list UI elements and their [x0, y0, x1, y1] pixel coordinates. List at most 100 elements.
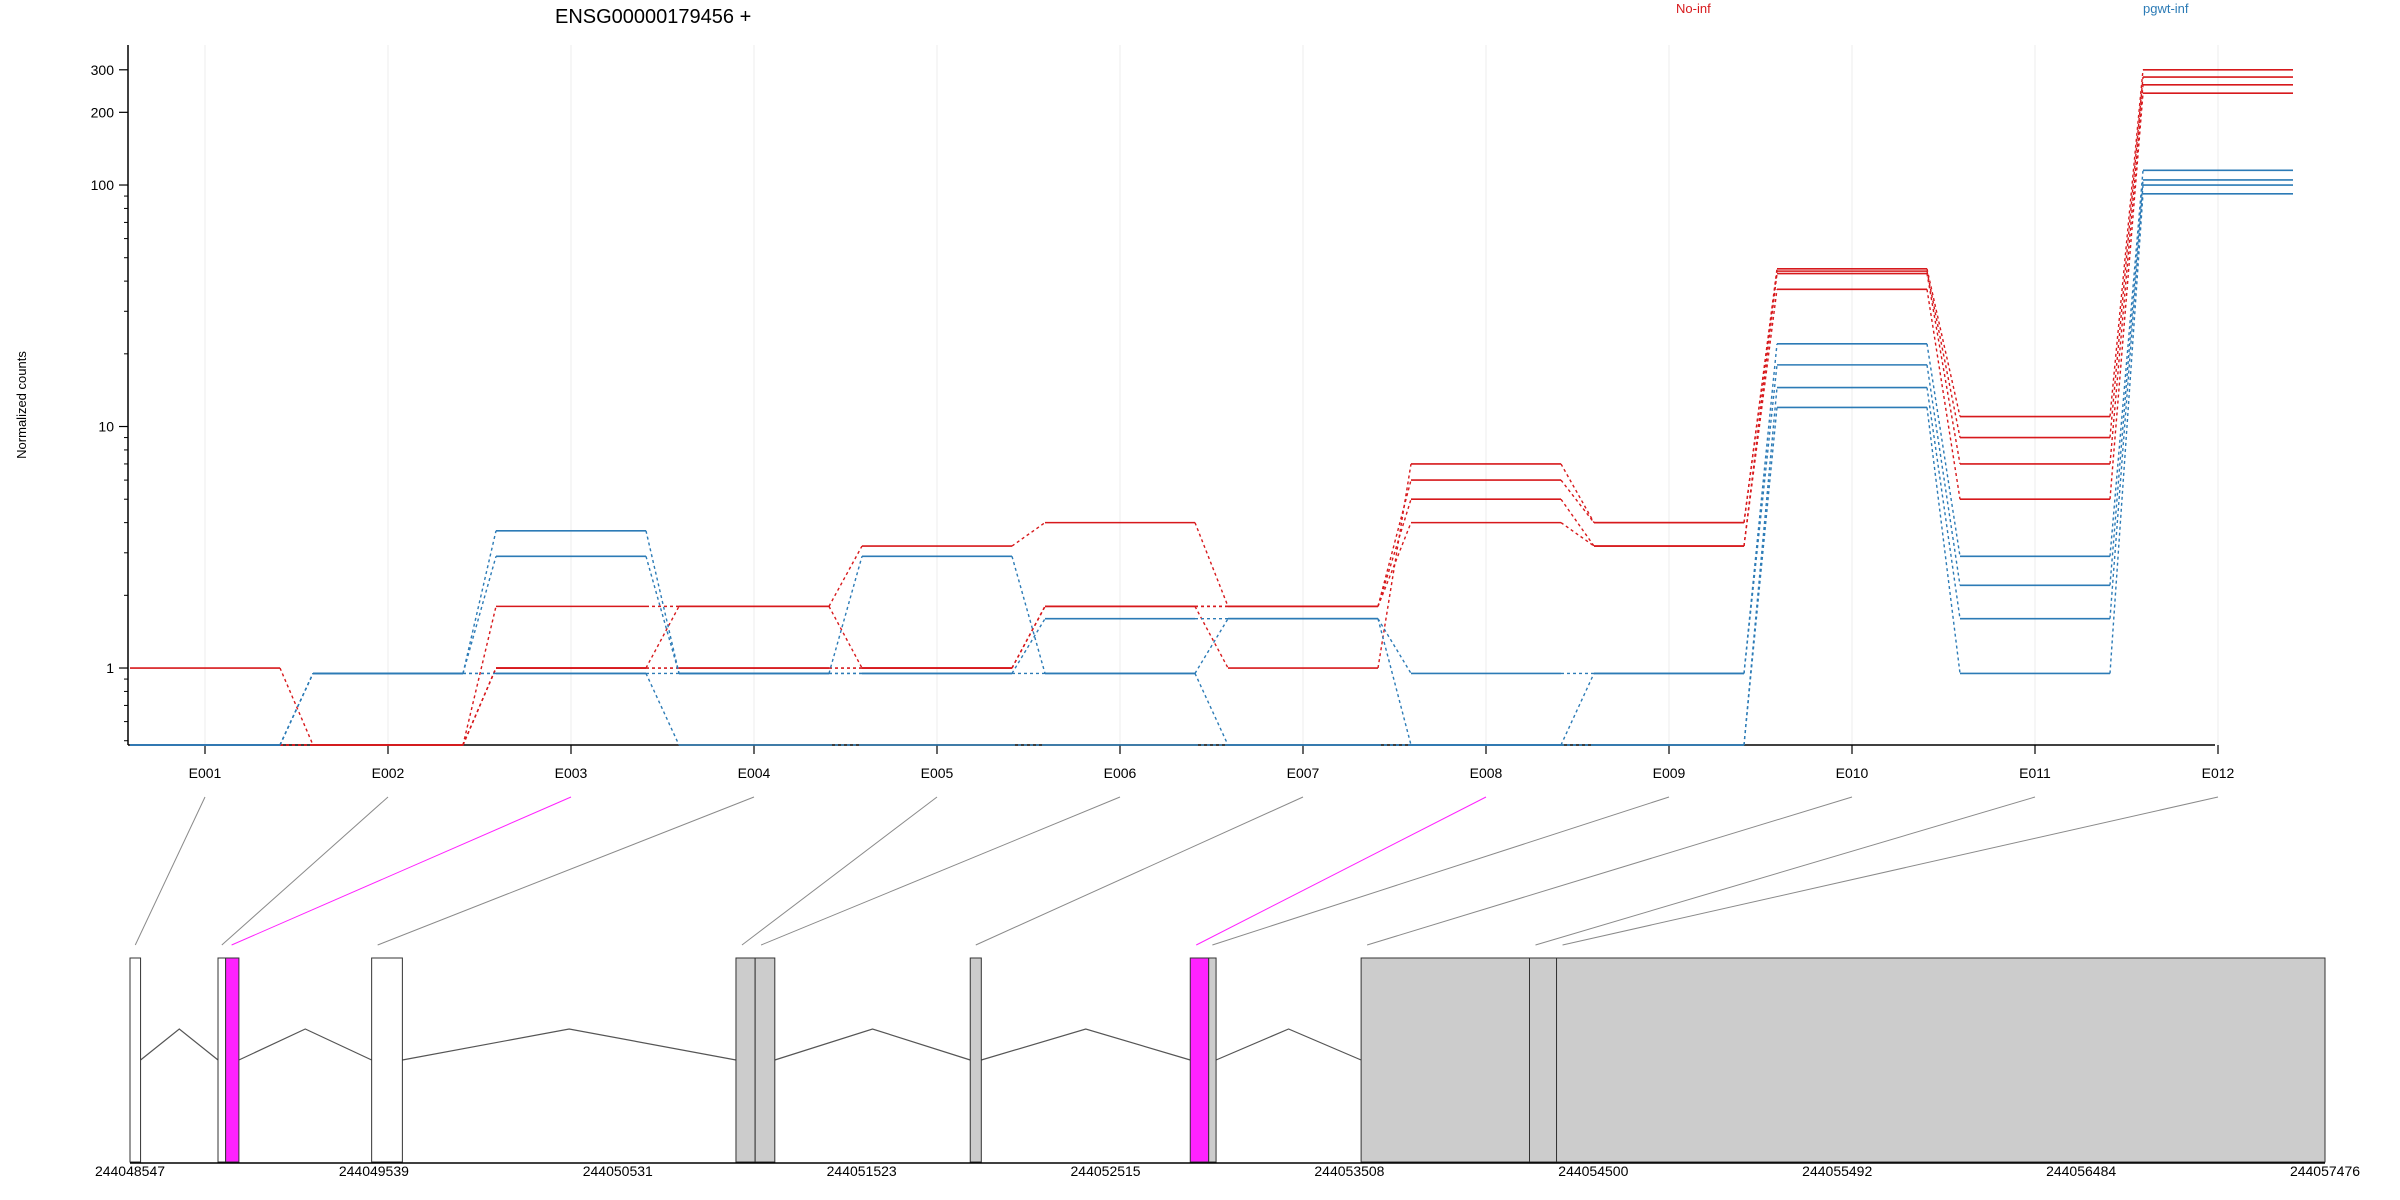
data-connector	[2109, 93, 2144, 500]
x-tick-label-e001: E001	[189, 765, 222, 781]
legend-label-pgwt-inf: pgwt-inf	[2143, 1, 2189, 16]
data-connector	[1377, 499, 1412, 607]
exon-connector-e005	[741, 796, 938, 946]
data-connector	[1377, 618, 1412, 746]
data-connector	[2109, 184, 2144, 619]
genomic-coordinate-label: 244049539	[339, 1163, 409, 1179]
x-tick-label-e003: E003	[555, 765, 588, 781]
data-connector	[1743, 407, 1778, 746]
y-tick-label: 200	[91, 104, 115, 120]
data-connector	[1560, 673, 1595, 746]
exon-connector-e007	[975, 796, 1304, 946]
x-tick-label-e009: E009	[1653, 765, 1686, 781]
exon-box-e007	[969, 957, 982, 1163]
gene-model: 244048547 244049539 244050531 244051523 2440…	[95, 796, 2360, 1179]
data-connector	[279, 673, 314, 746]
intron-line	[238, 1028, 372, 1061]
x-tick-label-e008: E008	[1470, 765, 1503, 781]
data-connector	[462, 667, 497, 746]
exon-box-e002	[217, 957, 227, 1163]
genomic-coordinate-label: 244056484	[2046, 1163, 2116, 1179]
exon-box-e005	[735, 957, 756, 1163]
exon-box-e011	[1529, 957, 1558, 1163]
genomic-coordinate-label: 244050531	[583, 1163, 653, 1179]
data-connector	[1194, 522, 1229, 607]
exon-box-e004	[371, 957, 403, 1163]
data-connector	[462, 530, 497, 674]
genomic-coordinate-label: 244055492	[1802, 1163, 1872, 1179]
data-connector	[1926, 387, 1961, 619]
x-tick-label-e010: E010	[1836, 765, 1869, 781]
x-tick-label-e012: E012	[2202, 765, 2235, 781]
data-connector	[1926, 273, 1961, 465]
intron-line	[1215, 1028, 1362, 1061]
genomic-coordinate-label: 244051523	[827, 1163, 897, 1179]
x-tick-label-e007: E007	[1287, 765, 1320, 781]
data-connector	[645, 530, 680, 674]
exon-connector-e003	[231, 796, 572, 946]
x-tick-label-e006: E006	[1104, 765, 1137, 781]
data-connector	[1743, 289, 1778, 547]
data-connector	[462, 606, 497, 746]
data-connector	[1926, 364, 1961, 586]
genomic-coordinate-label: 244057476	[2290, 1163, 2360, 1179]
series-line-pgwt-inf	[130, 184, 2293, 746]
data-connector	[1560, 463, 1595, 523]
data-connector	[1743, 271, 1778, 523]
data-connector	[2109, 193, 2144, 674]
intron-line	[981, 1028, 1191, 1061]
data-connector	[1743, 387, 1778, 746]
data-connector	[2109, 69, 2144, 417]
data-connector	[645, 556, 680, 674]
exon-connector-e002	[221, 796, 389, 946]
data-connector	[1560, 498, 1595, 547]
data-connector	[1377, 618, 1412, 674]
series-line-pgwt-inf	[130, 169, 2293, 746]
x-tick-label-e002: E002	[372, 765, 405, 781]
exon-connector-e009	[1212, 796, 1670, 946]
series-line-no-inf	[130, 68, 2293, 746]
exon-box-e008	[1189, 957, 1210, 1163]
data-connector	[1926, 268, 1961, 417]
data-connector	[1011, 522, 1046, 547]
data-connector	[1743, 273, 1778, 547]
exon-box-e006	[754, 957, 776, 1163]
data-connector	[828, 545, 863, 607]
y-tick-label: 1	[106, 660, 114, 676]
x-tick-label-e004: E004	[738, 765, 771, 781]
series-line-no-inf	[130, 92, 2293, 746]
data-connector	[1011, 556, 1046, 674]
exon-box-e012	[1556, 957, 2326, 1163]
y-axis-label: Normalized counts	[14, 351, 29, 459]
genomic-coordinate-label: 244054500	[1558, 1163, 1628, 1179]
chart-title: ENSG00000179456 +	[555, 6, 751, 28]
data-connector	[1194, 606, 1229, 669]
data-connector	[1743, 364, 1778, 674]
genomic-coordinate-label: 244052515	[1071, 1163, 1141, 1179]
exon-connector-e010	[1366, 796, 1853, 946]
data-connector	[2109, 179, 2144, 586]
exon-connector-e012	[1562, 796, 2219, 946]
exon-connector-e008	[1196, 796, 1487, 946]
data-connector	[1560, 479, 1595, 524]
data-connector	[2109, 170, 2144, 557]
exon-connector-e001	[134, 796, 206, 946]
data-connector	[1560, 522, 1595, 547]
data-connector	[645, 673, 680, 746]
exon-box-e010	[1360, 957, 1530, 1163]
data-connector	[1377, 479, 1412, 607]
exon-connector-e004	[377, 796, 755, 946]
data-connector	[828, 556, 863, 674]
data-connector	[1011, 618, 1046, 674]
exon-box-e009	[1208, 957, 1217, 1163]
data-connector	[1926, 407, 1961, 674]
data-connector	[2109, 76, 2144, 438]
series-line-pgwt-inf	[130, 179, 2293, 746]
series-line-pgwt-inf	[130, 192, 2293, 746]
series-line-no-inf	[130, 76, 2293, 746]
intron-line	[402, 1028, 737, 1061]
y-tick-label: 100	[91, 177, 115, 193]
intron-line	[774, 1028, 971, 1061]
y-tick-label: 10	[98, 419, 114, 435]
